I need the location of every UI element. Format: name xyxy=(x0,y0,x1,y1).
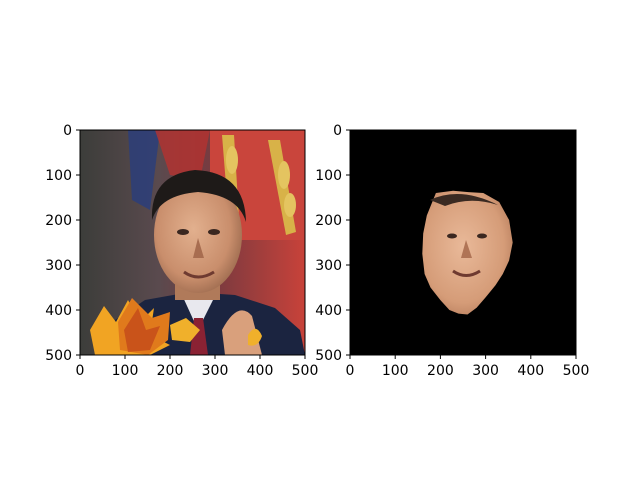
right-x-tick-label-0: 0 xyxy=(346,363,355,379)
right-y-tick-label-2: 200 xyxy=(315,213,342,229)
left-y-tick-label-3: 300 xyxy=(45,258,72,274)
left-y-tick-label-0: 0 xyxy=(63,123,72,139)
photo-image xyxy=(80,130,305,355)
right-y-tick-label-5: 500 xyxy=(315,348,342,364)
left-x-tick-label-0: 0 xyxy=(76,363,85,379)
left-x-tick-label-1: 100 xyxy=(112,363,139,379)
left-x-tick-label-2: 200 xyxy=(157,363,184,379)
right-x-tick-label-3: 300 xyxy=(472,363,499,379)
left-y-tick-label-4: 400 xyxy=(45,303,72,319)
left-x-tick-label-3: 300 xyxy=(202,363,229,379)
right-axes-frame xyxy=(349,129,577,356)
right-x-tick-label-4: 400 xyxy=(517,363,544,379)
left-image-panel xyxy=(79,129,306,356)
left-axes-frame xyxy=(79,129,306,356)
right-y-tick-label-3: 300 xyxy=(315,258,342,274)
left-x-tick-label-4: 400 xyxy=(247,363,274,379)
left-y-tick-label-1: 100 xyxy=(45,168,72,184)
right-x-tick-label-1: 100 xyxy=(382,363,409,379)
leaf-overlay xyxy=(90,298,262,355)
left-y-tick-label-2: 200 xyxy=(45,213,72,229)
right-y-tick-label-1: 100 xyxy=(315,168,342,184)
mask-features xyxy=(430,194,498,277)
left-y-tick-label-5: 500 xyxy=(45,348,72,364)
right-image-panel xyxy=(349,129,577,356)
right-y-tick-label-0: 0 xyxy=(333,123,342,139)
left-x-tick-label-5: 500 xyxy=(292,363,319,379)
right-x-tick-label-2: 200 xyxy=(427,363,454,379)
right-x-tick-label-5: 500 xyxy=(563,363,590,379)
right-y-tick-label-4: 400 xyxy=(315,303,342,319)
